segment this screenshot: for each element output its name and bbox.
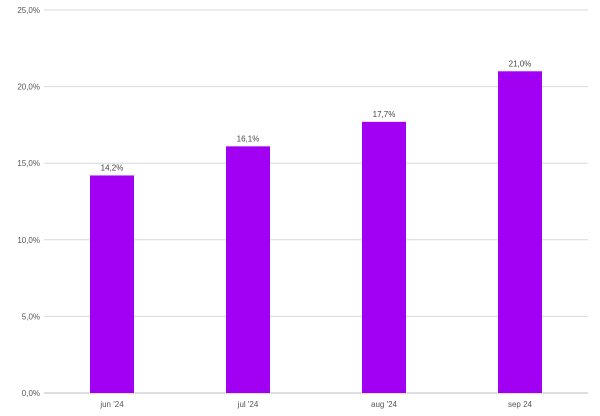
y-tick-label: 10,0% [17,236,40,245]
bar [90,175,134,393]
y-tick-label: 20,0% [17,83,40,92]
x-tick-label: jul '24 [237,400,259,409]
data-label: 17,7% [373,110,396,119]
grid-lines [44,9,588,394]
x-tick-label: sep 24 [508,400,533,409]
data-label: 14,2% [101,163,124,172]
bar [362,121,406,393]
y-axis: 0,0% 5,0% 10,0% 15,0% 20,0% 25,0% [17,6,40,398]
x-tick-label: aug '24 [371,400,398,409]
x-tick-label: jun '24 [99,400,124,409]
bar [226,146,270,393]
y-tick-label: 15,0% [17,159,40,168]
bar [498,71,542,393]
bars [90,71,542,393]
y-tick-label: 25,0% [17,6,40,15]
y-tick-label: 0,0% [22,389,40,398]
data-label: 21,0% [509,59,532,68]
data-label: 16,1% [237,134,260,143]
y-tick-label: 5,0% [22,312,40,321]
x-axis: jun '24 jul '24 aug '24 sep 24 [99,400,532,409]
data-labels: 14,2% 16,1% 17,7% 21,0% [101,59,532,172]
